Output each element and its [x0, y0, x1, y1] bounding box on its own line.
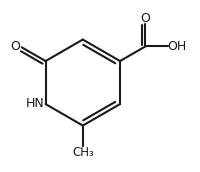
Text: O: O — [140, 12, 150, 25]
Text: O: O — [10, 40, 20, 53]
Text: OH: OH — [168, 40, 187, 53]
Text: CH₃: CH₃ — [72, 146, 94, 159]
Text: HN: HN — [26, 97, 45, 110]
